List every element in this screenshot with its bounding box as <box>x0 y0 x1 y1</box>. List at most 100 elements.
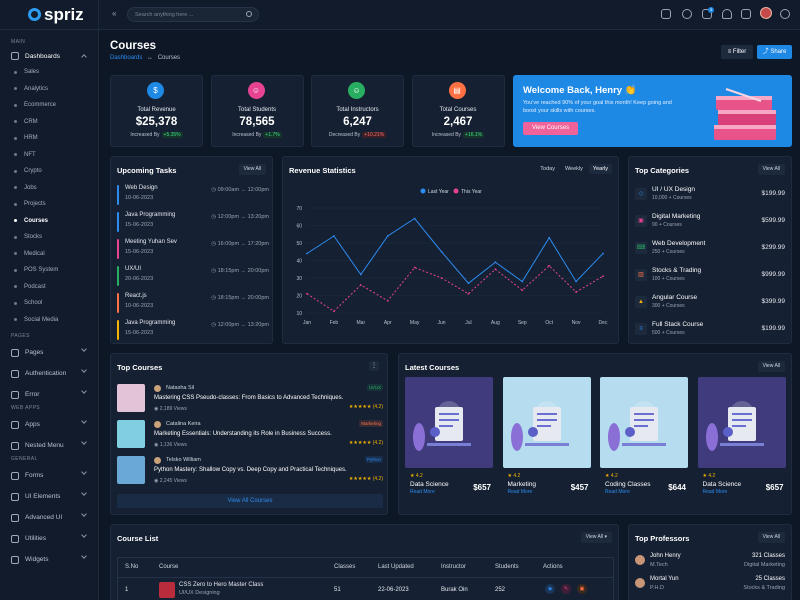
sidebar-item-pages[interactable]: Pages <box>0 342 98 363</box>
sidebar-item-forms[interactable]: Forms <box>0 465 98 486</box>
settings-gear-icon[interactable] <box>780 9 790 19</box>
latest-view-all-button[interactable]: View All <box>757 361 785 372</box>
latest-courses-title: Latest Courses <box>405 363 460 372</box>
language-icon[interactable] <box>661 9 671 19</box>
course-list-view-all-button[interactable]: View All ▾ <box>580 532 612 543</box>
latest-course-item[interactable]: ★ 4.2 Coding Classes Read More $644 <box>600 377 688 501</box>
search-icon[interactable] <box>246 11 252 17</box>
task-color-bar <box>117 239 119 259</box>
course-tag: Python <box>364 456 383 463</box>
category-item[interactable]: ⌨ Web Development 250 + Courses $299.99 <box>635 239 785 259</box>
sidebar-subitem-courses[interactable]: Courses <box>0 213 98 230</box>
brand-logo[interactable]: spriz <box>0 0 98 30</box>
sidebar-subitem-crm[interactable]: CRM <box>0 114 98 131</box>
table-row[interactable]: 1 CSS Zero to Hero Master Class UI/UX De… <box>118 578 613 600</box>
task-time-text: 18:15pm → 20:00pm <box>217 295 269 301</box>
cart-icon[interactable]: 3 <box>702 7 714 19</box>
read-more-link[interactable]: Read More <box>507 489 533 495</box>
sidebar-item-label: Utilities <box>25 535 46 542</box>
breadcrumb-link[interactable]: Dashboards <box>110 55 143 61</box>
theme-icon[interactable] <box>682 9 692 19</box>
sidebar-subitem-jobs[interactable]: Jobs <box>0 180 98 197</box>
sidebar-subitem-analytics[interactable]: Analytics <box>0 81 98 98</box>
sidebar-subitem-hrm[interactable]: HRM <box>0 130 98 147</box>
view-courses-button[interactable]: View Courses <box>523 122 578 135</box>
categories-view-all-button[interactable]: View All <box>757 164 785 175</box>
collapse-sidebar-icon[interactable]: « <box>112 9 117 18</box>
sidebar-subitem-sales[interactable]: Sales <box>0 64 98 81</box>
sidebar-subitem-pos-system[interactable]: POS System <box>0 262 98 279</box>
filter-button[interactable]: ≡ Filter <box>721 45 753 59</box>
share-button[interactable]: ⤴ Share <box>757 45 792 59</box>
sidebar-subitem-social-media[interactable]: Social Media <box>0 312 98 329</box>
task-item[interactable]: UX/UI 20-06-2023 ◷ 18:15pm → 20:00pm <box>117 266 269 286</box>
sidebar-item-utilities[interactable]: Utilities <box>0 528 98 549</box>
chevron-down-icon <box>81 388 87 394</box>
more-options-icon[interactable]: ⋮ <box>369 361 379 371</box>
top-course-item[interactable]: Telsko William Python Python Mastery: Shal… <box>117 456 383 486</box>
sidebar-item-authentication[interactable]: Authentication <box>0 363 98 384</box>
latest-course-item[interactable]: ★ 4.2 Data Science Read More $657 <box>697 377 786 501</box>
top-course-item[interactable]: Natasha Sil UI/UX Mastering CSS Pseudo-cla… <box>117 384 383 414</box>
category-item[interactable]: ▲ Angular Course 300 + Courses $399.99 <box>635 293 785 313</box>
x-tick-label: Oct <box>545 320 553 326</box>
sidebar-item-dashboards[interactable]: Dashboards <box>0 48 98 64</box>
view-all-courses-button[interactable]: View All Courses <box>117 494 383 508</box>
tab-yearly[interactable]: Yearly <box>588 164 612 174</box>
sidebar-subitem-crypto[interactable]: Crypto <box>0 163 98 180</box>
view-action-icon[interactable]: ◉ <box>545 584 555 594</box>
latest-course-item[interactable]: ★ 4.2 Marketing Read More $457 <box>502 377 591 501</box>
task-item[interactable]: Java Programming 15-06-2023 ◷ 12:00pm → 13… <box>117 212 269 232</box>
category-item[interactable]: ≡ Full Stack Course 500 + Courses $199.99 <box>635 320 785 340</box>
read-more-link[interactable]: Read More <box>702 489 728 495</box>
category-item[interactable]: ◇ UI / UX Design 10,000 + Courses $199.99 <box>635 185 785 205</box>
task-item[interactable]: Java Programming 15-06-2023 ◷ 12:00pm → 13… <box>117 320 269 340</box>
edit-action-icon[interactable]: ✎ <box>561 584 571 594</box>
bell-icon[interactable] <box>722 9 732 19</box>
trend-text: Increased By <box>431 132 462 138</box>
top-professors-card: Top Professors View All John Henry M.Tech… <box>628 524 792 600</box>
stat-trend: Decreased By +10.21% <box>312 132 403 138</box>
sidebar-item-advanced-ui[interactable]: Advanced UI <box>0 507 98 528</box>
task-name: Java Programming <box>125 212 176 218</box>
sidebar-subitem-ecommerce[interactable]: Ecommerce <box>0 97 98 114</box>
course-views: ◉ 2,245 Views <box>154 478 187 484</box>
tab-weekly[interactable]: Weekly <box>564 166 583 172</box>
sidebar-subitem-nft[interactable]: NFT <box>0 147 98 164</box>
professor-item[interactable]: John Henry M.Tech 321 Classes Digital Marke… <box>635 553 785 575</box>
task-item[interactable]: Meeting Yuhan Sev 15-06-2023 ◷ 16:00pm → 1… <box>117 239 269 259</box>
category-item[interactable]: ▥ Stocks & Trading 100 + Courses $999.99 <box>635 266 785 286</box>
course-table: S.No Course Classes Last Updated Instruc… <box>117 557 614 600</box>
sidebar-subitem-stocks[interactable]: Stocks <box>0 229 98 246</box>
professor-classes: 25 Classes <box>755 576 785 582</box>
data-point <box>440 250 443 253</box>
fullscreen-icon[interactable] <box>741 9 751 19</box>
category-item[interactable]: ▣ Digital Marketing 90 + Courses $599.99 <box>635 212 785 232</box>
read-more-link[interactable]: Read More <box>605 489 630 495</box>
sidebar-subitem-medical[interactable]: Medical <box>0 246 98 263</box>
latest-course-item[interactable]: ★ 4.2 Data Science Read More $657 <box>405 377 493 501</box>
task-color-bar <box>117 320 119 340</box>
sidebar-item-error[interactable]: Error <box>0 384 98 405</box>
breadcrumb-current: Courses <box>157 55 181 61</box>
tasks-view-all-button[interactable]: View All <box>238 164 266 175</box>
task-item[interactable]: Web Design 10-06-2023 ◷ 09:00am → 12:00pm <box>117 185 269 205</box>
cell-course-name[interactable]: CSS Zero to Hero Master Class <box>179 582 264 588</box>
delete-action-icon[interactable]: ▣ <box>577 584 587 594</box>
sidebar-item-widgets[interactable]: Widgets <box>0 549 98 570</box>
sidebar-item-apps[interactable]: Apps <box>0 414 98 435</box>
professor-item[interactable]: Mortal Yun P.H.D 25 Classes Stocks & Tradin… <box>635 576 785 598</box>
professors-view-all-button[interactable]: View All <box>757 532 785 543</box>
sidebar-subitem-podcast[interactable]: Podcast <box>0 279 98 296</box>
user-avatar[interactable] <box>760 7 772 19</box>
sidebar-item-nested-menu[interactable]: Nested Menu <box>0 435 98 456</box>
sidebar-subitem-school[interactable]: School <box>0 295 98 312</box>
top-course-item[interactable]: Catalina Keira Marketing Marketing Essenti… <box>117 420 383 450</box>
task-item[interactable]: React.js 10-06-2023 ◷ 18:15pm → 20:00pm <box>117 293 269 313</box>
sidebar-subitem-projects[interactable]: Projects <box>0 196 98 213</box>
read-more-link[interactable]: Read More <box>410 489 435 495</box>
y-tick-label: 30 <box>296 276 302 282</box>
search-input[interactable]: Search anything here ... <box>127 7 259 22</box>
tab-today[interactable]: Today <box>540 166 555 172</box>
sidebar-item-ui-elements[interactable]: UI Elements <box>0 486 98 507</box>
